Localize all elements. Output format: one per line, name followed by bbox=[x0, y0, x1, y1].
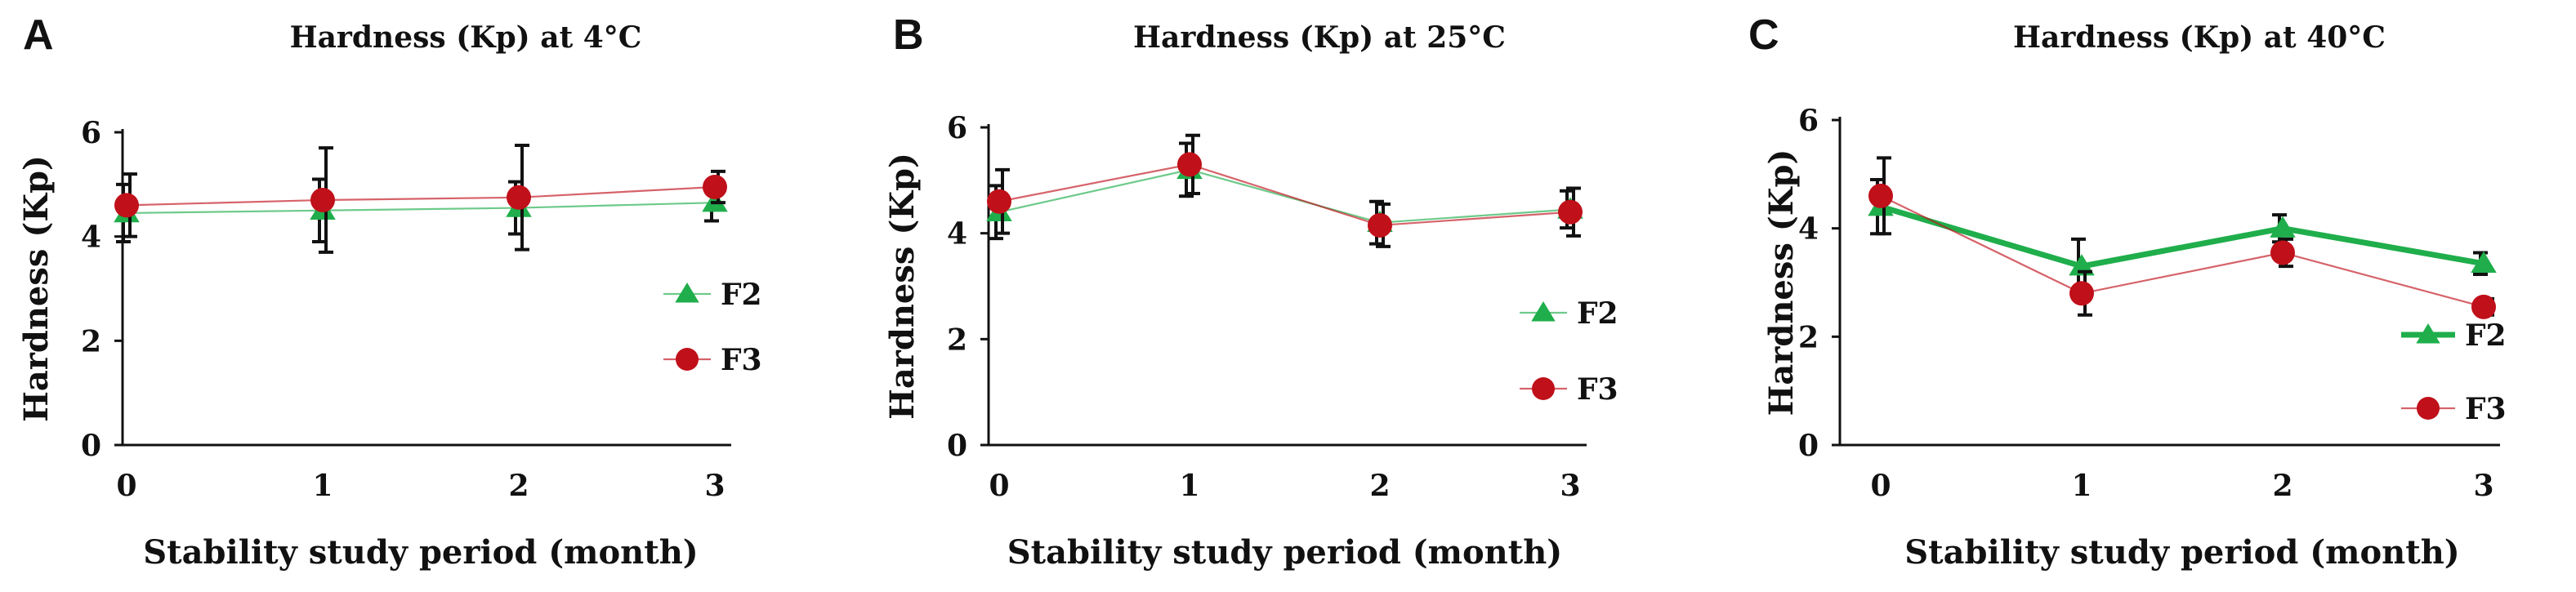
data-point bbox=[2270, 216, 2296, 238]
data-point bbox=[310, 187, 335, 212]
chart-title: Hardness (Kp) at 40°C bbox=[2013, 20, 2386, 55]
data-point bbox=[703, 175, 727, 200]
y-axis-label: Hardness (Kp) bbox=[883, 153, 922, 420]
series-line bbox=[998, 168, 1571, 224]
legend-label: F2 bbox=[1577, 296, 1618, 331]
data-point bbox=[114, 193, 139, 218]
series-f2 bbox=[986, 141, 1583, 246]
x-tick-label: 0 bbox=[116, 469, 136, 503]
series-f2 bbox=[1868, 177, 2497, 296]
data-point bbox=[1558, 199, 1583, 225]
chart-panel-c: C Hardness (Kp) at 40°C 0 2 4 6 0 1 2 3 Stability … bbox=[1748, 11, 2507, 572]
legend-marker bbox=[1532, 377, 1555, 400]
data-point bbox=[1368, 212, 1392, 238]
series-f3 bbox=[987, 133, 1583, 248]
legend-label: F3 bbox=[1577, 372, 1618, 407]
y-tick-label: 0 bbox=[1798, 429, 1819, 463]
x-tick-label: 3 bbox=[704, 469, 725, 503]
x-axis-label: Stability study period (month) bbox=[1007, 533, 1562, 572]
y-axis-label: Hardness (Kp) bbox=[1762, 149, 1801, 416]
panel-letter: B bbox=[893, 11, 924, 59]
legend-entry-f3: F3 bbox=[2401, 392, 2507, 426]
legend-marker bbox=[676, 348, 699, 371]
legend-label: F2 bbox=[2465, 318, 2507, 353]
data-point bbox=[2270, 240, 2295, 265]
legend-marker bbox=[675, 283, 699, 303]
legend-label: F3 bbox=[721, 343, 762, 377]
chart-title: Hardness (Kp) at 25°C bbox=[1133, 20, 1506, 55]
data-point bbox=[2069, 281, 2094, 306]
x-tick-label: 3 bbox=[2473, 469, 2493, 503]
legend-label: F3 bbox=[2465, 392, 2507, 426]
legend-entry-f2: F2 bbox=[663, 278, 762, 312]
legend-entry-f3: F3 bbox=[663, 343, 762, 377]
x-axis-label: Stability study period (month) bbox=[1904, 533, 2459, 572]
legend-marker bbox=[2417, 397, 2440, 420]
series-line bbox=[126, 185, 716, 207]
series-line bbox=[1880, 194, 2484, 308]
data-point bbox=[1177, 152, 1202, 177]
legend-entry-f3: F3 bbox=[1520, 372, 1618, 407]
panel-letter: C bbox=[1748, 11, 1779, 59]
legend-marker bbox=[1531, 301, 1556, 322]
x-tick-label: 0 bbox=[1870, 469, 1891, 503]
series-line bbox=[1880, 203, 2484, 269]
x-tick-label: 2 bbox=[508, 469, 529, 503]
y-tick-label: 6 bbox=[81, 116, 101, 150]
data-point bbox=[507, 185, 531, 210]
x-tick-label: 0 bbox=[989, 469, 1009, 503]
y-tick-label: 2 bbox=[947, 323, 967, 357]
series-f3 bbox=[114, 143, 727, 254]
x-tick-label: 2 bbox=[1369, 469, 1390, 503]
y-tick-label: 4 bbox=[81, 220, 101, 255]
data-point bbox=[2471, 251, 2497, 274]
y-tick-label: 2 bbox=[1798, 320, 1819, 354]
y-tick-label: 2 bbox=[81, 324, 101, 358]
series-line bbox=[126, 202, 716, 215]
data-point bbox=[1868, 183, 1893, 208]
series-f2 bbox=[114, 177, 728, 244]
x-tick-label: 1 bbox=[2071, 469, 2092, 503]
y-tick-label: 6 bbox=[1798, 104, 1819, 138]
y-tick-label: 4 bbox=[1798, 212, 1819, 247]
data-point bbox=[987, 189, 1011, 214]
x-tick-label: 3 bbox=[1560, 469, 1580, 503]
legend-entry-f2: F2 bbox=[1520, 296, 1618, 331]
y-tick-label: 4 bbox=[947, 217, 967, 251]
legend-entry-f2: F2 bbox=[2401, 318, 2507, 353]
x-axis-label: Stability study period (month) bbox=[143, 533, 698, 572]
y-tick-label: 0 bbox=[81, 429, 101, 463]
panel-letter: A bbox=[23, 11, 54, 59]
series-line bbox=[998, 163, 1571, 227]
chart-title: Hardness (Kp) at 4°C bbox=[290, 20, 642, 55]
x-tick-label: 1 bbox=[312, 469, 333, 503]
legend-label: F2 bbox=[721, 278, 762, 312]
legend-marker bbox=[2416, 323, 2440, 344]
x-tick-label: 1 bbox=[1179, 469, 1199, 503]
y-axis-label: Hardness (Kp) bbox=[17, 155, 56, 422]
series-f3 bbox=[1868, 156, 2496, 319]
chart-panel-b: B Hardness (Kp) at 25°C 0 2 4 6 0 1 2 3 Stability … bbox=[883, 11, 1618, 572]
data-point bbox=[2471, 294, 2496, 319]
y-tick-label: 6 bbox=[947, 111, 967, 145]
x-tick-label: 2 bbox=[2272, 469, 2293, 503]
y-tick-label: 0 bbox=[947, 429, 967, 463]
